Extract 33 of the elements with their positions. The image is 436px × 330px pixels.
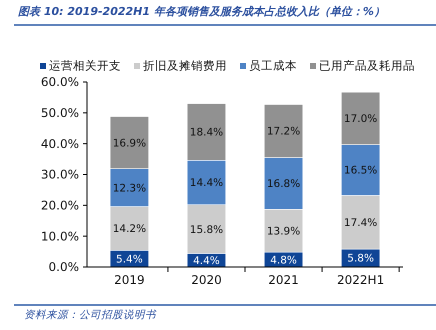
data-label: 13.9% [266, 225, 300, 238]
y-tick-label: 50.0% [40, 106, 79, 120]
data-label: 17.4% [344, 216, 378, 229]
data-label: 17.0% [344, 113, 378, 126]
data-label: 16.9% [112, 137, 146, 150]
x-tick-label: 2020 [191, 273, 222, 287]
legend-label: 运营相关开支 [49, 58, 121, 72]
data-label: 16.8% [266, 178, 300, 190]
data-label: 14.2% [112, 223, 146, 236]
x-tick-label: 2022H1 [337, 273, 384, 287]
data-label: 4.8% [270, 254, 297, 266]
legend-label: 折旧及摊销费用 [143, 58, 227, 72]
x-tick-label: 2019 [114, 273, 145, 287]
y-tick-label: 20.0% [40, 198, 79, 213]
legend-label: 已用产品及耗用品 [319, 58, 415, 72]
data-label: 4.4% [193, 254, 220, 267]
data-label: 5.8% [347, 252, 374, 265]
data-label: 5.4% [116, 253, 143, 266]
y-tick-label: 40.0% [40, 136, 79, 151]
legend-label: 员工成本 [249, 58, 297, 72]
y-tick-label: 10.0% [40, 229, 79, 244]
data-label: 12.3% [112, 182, 146, 194]
data-label: 18.4% [190, 126, 224, 139]
y-tick-label: 30.0% [40, 168, 79, 182]
data-label: 14.4% [190, 177, 224, 190]
y-tick-label: 60.0% [40, 75, 79, 90]
data-label: 17.2% [266, 126, 300, 138]
data-label: 15.8% [190, 224, 224, 236]
y-tick-label: 0.0% [48, 260, 79, 274]
chart-title: 图表 10: 2019-2022H1 年各项销售及服务成本占总收入比（单位：%） [18, 5, 385, 18]
x-tick-label: 2021 [268, 273, 299, 287]
data-label: 16.5% [344, 164, 378, 177]
text: 资料来源：公司招股说明书 [24, 309, 157, 321]
